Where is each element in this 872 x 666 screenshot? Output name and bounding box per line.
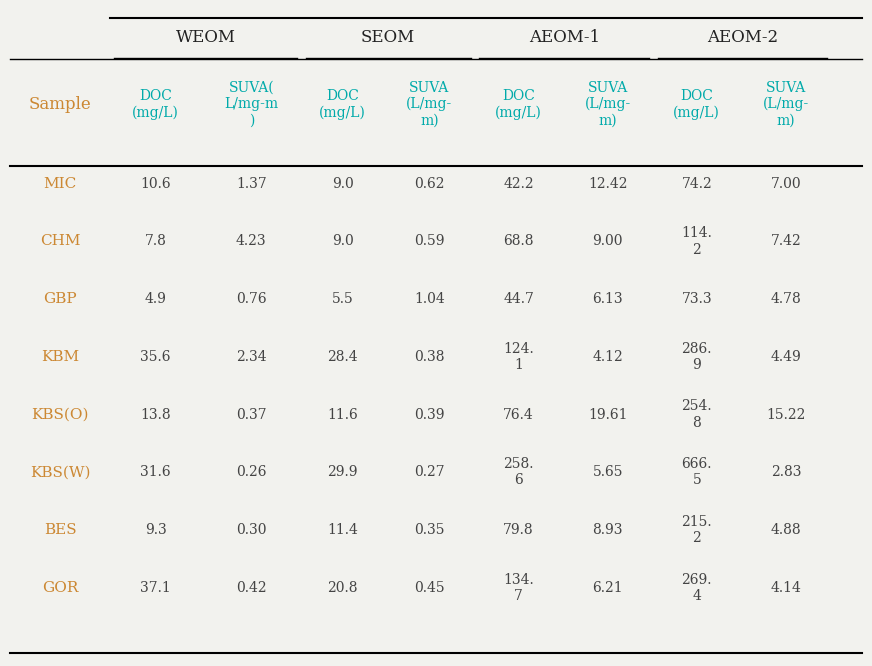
Text: AEOM-2: AEOM-2	[707, 29, 778, 47]
Text: Sample: Sample	[29, 96, 92, 113]
Text: 6.13: 6.13	[592, 292, 623, 306]
Text: 5.5: 5.5	[331, 292, 353, 306]
Text: BES: BES	[44, 523, 77, 537]
Text: 28.4: 28.4	[327, 350, 358, 364]
Text: 4.12: 4.12	[592, 350, 623, 364]
Text: 1.04: 1.04	[414, 292, 445, 306]
Text: 74.2: 74.2	[681, 176, 712, 190]
Text: SUVA(
L/mg-m
): SUVA( L/mg-m )	[224, 81, 278, 127]
Text: 7.00: 7.00	[771, 176, 801, 190]
Text: 4.78: 4.78	[771, 292, 801, 306]
Text: 258.
6: 258. 6	[503, 457, 534, 488]
Text: 44.7: 44.7	[503, 292, 534, 306]
Text: 35.6: 35.6	[140, 350, 171, 364]
Text: 79.8: 79.8	[503, 523, 534, 537]
Text: 1.37: 1.37	[236, 176, 267, 190]
Text: 269.
4: 269. 4	[682, 573, 712, 603]
Text: 0.26: 0.26	[236, 466, 267, 480]
Text: 2.34: 2.34	[236, 350, 267, 364]
Text: 4.88: 4.88	[771, 523, 801, 537]
Text: SEOM: SEOM	[361, 29, 415, 47]
Text: 7.8: 7.8	[145, 234, 167, 248]
Text: DOC
(mg/L): DOC (mg/L)	[673, 89, 720, 119]
Text: 0.38: 0.38	[414, 350, 445, 364]
Text: 15.22: 15.22	[766, 408, 806, 422]
Text: SUVA
(L/mg-
m): SUVA (L/mg- m)	[584, 81, 630, 128]
Text: WEOM: WEOM	[175, 29, 235, 47]
Text: CHM: CHM	[40, 234, 80, 248]
Text: 13.8: 13.8	[140, 408, 171, 422]
Text: 0.35: 0.35	[414, 523, 445, 537]
Text: GBP: GBP	[44, 292, 77, 306]
Text: 29.9: 29.9	[327, 466, 358, 480]
Text: 666.
5: 666. 5	[682, 457, 712, 488]
Text: MIC: MIC	[44, 176, 77, 190]
Text: 5.65: 5.65	[592, 466, 623, 480]
Text: 286.
9: 286. 9	[682, 342, 712, 372]
Text: 0.42: 0.42	[236, 581, 267, 595]
Text: 124.
1: 124. 1	[503, 342, 534, 372]
Text: 114.
2: 114. 2	[681, 226, 712, 256]
Text: 9.0: 9.0	[331, 234, 353, 248]
Text: 134.
7: 134. 7	[503, 573, 534, 603]
Text: 0.76: 0.76	[236, 292, 267, 306]
Text: 73.3: 73.3	[681, 292, 712, 306]
Text: 11.4: 11.4	[327, 523, 358, 537]
Text: 76.4: 76.4	[503, 408, 534, 422]
Text: 0.37: 0.37	[236, 408, 267, 422]
Text: 254.
8: 254. 8	[681, 400, 712, 430]
Text: 2.83: 2.83	[771, 466, 801, 480]
Text: 6.21: 6.21	[592, 581, 623, 595]
Text: 4.9: 4.9	[145, 292, 167, 306]
Text: 0.27: 0.27	[414, 466, 445, 480]
Text: 31.6: 31.6	[140, 466, 171, 480]
Text: 0.45: 0.45	[414, 581, 445, 595]
Text: 68.8: 68.8	[503, 234, 534, 248]
Text: 9.0: 9.0	[331, 176, 353, 190]
Text: SUVA
(L/mg-
m): SUVA (L/mg- m)	[406, 81, 453, 128]
Text: DOC
(mg/L): DOC (mg/L)	[133, 89, 179, 119]
Text: 11.6: 11.6	[327, 408, 358, 422]
Text: 20.8: 20.8	[327, 581, 358, 595]
Text: 7.42: 7.42	[771, 234, 801, 248]
Text: 4.23: 4.23	[236, 234, 267, 248]
Text: DOC
(mg/L): DOC (mg/L)	[495, 89, 542, 119]
Text: 37.1: 37.1	[140, 581, 171, 595]
Text: 10.6: 10.6	[140, 176, 171, 190]
Text: 215.
2: 215. 2	[681, 515, 712, 545]
Text: KBS(O): KBS(O)	[31, 408, 89, 422]
Text: 0.62: 0.62	[414, 176, 445, 190]
Text: 12.42: 12.42	[588, 176, 628, 190]
Text: 9.3: 9.3	[145, 523, 167, 537]
Text: 9.00: 9.00	[592, 234, 623, 248]
Text: 0.30: 0.30	[236, 523, 267, 537]
Text: 4.14: 4.14	[771, 581, 801, 595]
Text: 4.49: 4.49	[771, 350, 801, 364]
Text: 0.59: 0.59	[414, 234, 445, 248]
Text: 0.39: 0.39	[414, 408, 445, 422]
Text: 19.61: 19.61	[588, 408, 628, 422]
Text: 8.93: 8.93	[592, 523, 623, 537]
Text: 42.2: 42.2	[503, 176, 534, 190]
Text: KBM: KBM	[41, 350, 79, 364]
Text: KBS(W): KBS(W)	[30, 466, 91, 480]
Text: AEOM-1: AEOM-1	[528, 29, 600, 47]
Text: DOC
(mg/L): DOC (mg/L)	[319, 89, 366, 119]
Text: SUVA
(L/mg-
m): SUVA (L/mg- m)	[763, 81, 809, 128]
Text: GOR: GOR	[42, 581, 78, 595]
